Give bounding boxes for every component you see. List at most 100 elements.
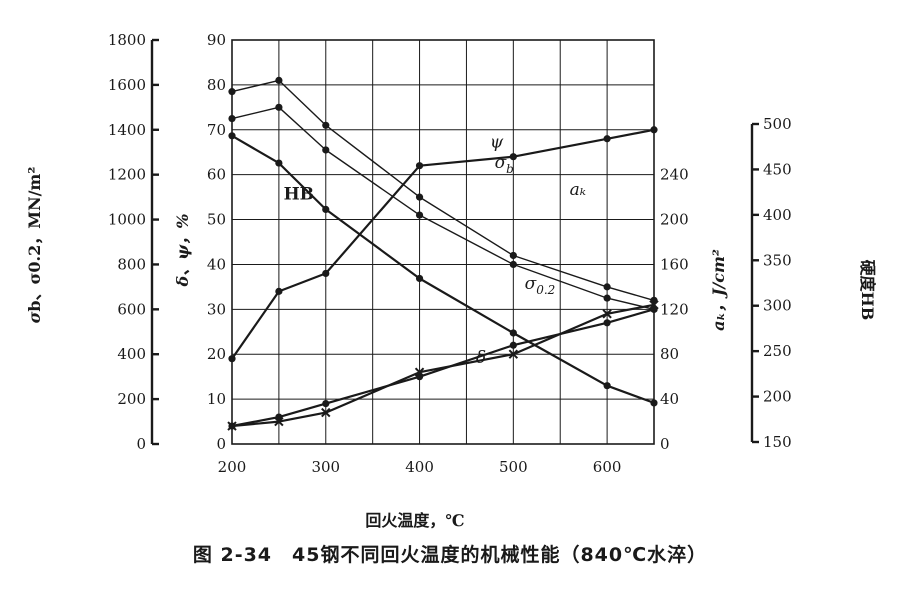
data-point	[321, 407, 331, 418]
hardness-tick-label: 250	[763, 342, 792, 360]
impact-tick-label: 200	[660, 211, 689, 229]
hardness-tick-label: 400	[763, 206, 792, 224]
impact-tick-label: 160	[660, 255, 689, 273]
x-tick-label: 200	[218, 458, 247, 476]
hardness-tick-label: 500	[763, 115, 792, 133]
hardness-tick-label: 200	[763, 388, 792, 406]
data-point	[415, 274, 424, 283]
series-label-main: σ	[495, 153, 507, 173]
data-point	[228, 132, 236, 140]
strength-tick-label: 400	[117, 345, 146, 363]
percent-tick-label: 0	[216, 435, 226, 453]
data-point	[322, 205, 330, 214]
data-point	[415, 193, 424, 201]
strength-axis-title: σb、σ0.2，MN/m²	[25, 167, 44, 324]
percent-tick-label: 90	[207, 31, 226, 49]
percent-tick-label: 30	[207, 300, 226, 318]
data-point	[414, 367, 425, 377]
impact-tick-label: 120	[660, 300, 689, 318]
percent-tick-label: 80	[207, 76, 226, 94]
data-point	[603, 319, 611, 327]
series-label: σb	[495, 153, 514, 176]
x-tick-label: 500	[499, 458, 528, 476]
data-point	[228, 114, 236, 123]
hardness-tick-label: 300	[763, 297, 792, 315]
series-label: ψ	[490, 133, 504, 153]
data-point	[603, 382, 611, 390]
data-point	[322, 121, 330, 129]
plot-grid	[231, 39, 655, 445]
data-point	[509, 329, 517, 337]
hardness-tick-label: 450	[763, 160, 792, 178]
data-point	[322, 269, 330, 278]
data-point	[509, 341, 517, 349]
percent-tick-label: 60	[207, 166, 226, 184]
percent-tick-label: 50	[207, 211, 226, 229]
plot-series	[227, 76, 659, 431]
percent-axis-title: δ、ψ，%	[173, 214, 192, 288]
series-line	[231, 303, 655, 428]
percent-tick-label: 70	[207, 121, 226, 139]
strength-tick-label: 0	[136, 435, 146, 453]
strength-tick-label: 600	[117, 300, 146, 318]
series-label: σ0.2	[525, 274, 556, 297]
impact-tick-label: 40	[660, 390, 679, 408]
impact-tick-label: 0	[660, 435, 670, 453]
data-point	[650, 126, 658, 134]
data-point	[603, 294, 611, 302]
strength-title-rest: b、σ0.2，MN/m²	[25, 167, 44, 312]
data-point	[603, 135, 611, 143]
strength-tick-label: 1800	[108, 31, 146, 49]
plot-frame	[231, 39, 655, 445]
x-tick-label: 300	[311, 458, 340, 476]
data-point	[508, 349, 519, 359]
data-point	[275, 287, 283, 295]
hardness-tick-label: 150	[763, 433, 792, 451]
series-line	[231, 128, 655, 360]
percent-tick-label: 40	[207, 255, 226, 273]
data-point	[415, 162, 424, 170]
x-axis-title: 回火温度，℃	[365, 511, 464, 530]
series-0	[228, 76, 658, 304]
data-point	[275, 103, 283, 111]
series-label-sub: 0.2	[536, 283, 555, 297]
data-point	[322, 146, 330, 154]
data-point	[322, 400, 330, 408]
strength-title-sigma: σ	[25, 311, 44, 323]
series-3	[228, 126, 658, 363]
impact-axis-title: aₖ，J/cm²	[709, 249, 728, 331]
series-5	[227, 300, 659, 431]
figure-caption: 图 2-34 45钢不同回火温度的机械性能（840℃水淬）	[192, 544, 708, 566]
hardness-tick-label: 350	[763, 251, 792, 269]
series-label: δ	[476, 348, 486, 368]
percent-tick-label: 10	[207, 390, 226, 408]
data-point	[509, 153, 517, 161]
data-point	[509, 260, 517, 269]
strength-tick-label: 1000	[108, 211, 146, 229]
series-label-main: σ	[525, 274, 537, 294]
data-point	[228, 355, 236, 363]
data-point	[228, 88, 236, 96]
data-point	[415, 211, 424, 219]
strength-tick-label: 800	[117, 255, 146, 273]
series-line	[231, 106, 655, 310]
data-point	[649, 300, 659, 310]
series-label-sub: b	[506, 162, 514, 176]
series-2	[228, 132, 658, 407]
series-label: aₖ	[570, 180, 586, 200]
strength-tick-label: 1600	[108, 76, 146, 94]
impact-tick-label: 240	[660, 166, 689, 184]
percent-tick-label: 20	[207, 345, 226, 363]
strength-tick-label: 200	[117, 390, 146, 408]
series-line	[231, 134, 655, 404]
data-point	[275, 76, 283, 84]
series-label: HB	[284, 184, 314, 204]
plot-axes: 200 300 400 500 600回火温度，℃0200400600800100012…	[25, 31, 877, 530]
data-point	[603, 283, 611, 291]
strength-tick-label: 1400	[108, 121, 146, 139]
x-tick-label: 400	[405, 458, 434, 476]
data-point	[275, 159, 283, 167]
strength-tick-label: 1200	[108, 166, 146, 184]
x-tick-label: 600	[593, 458, 622, 476]
